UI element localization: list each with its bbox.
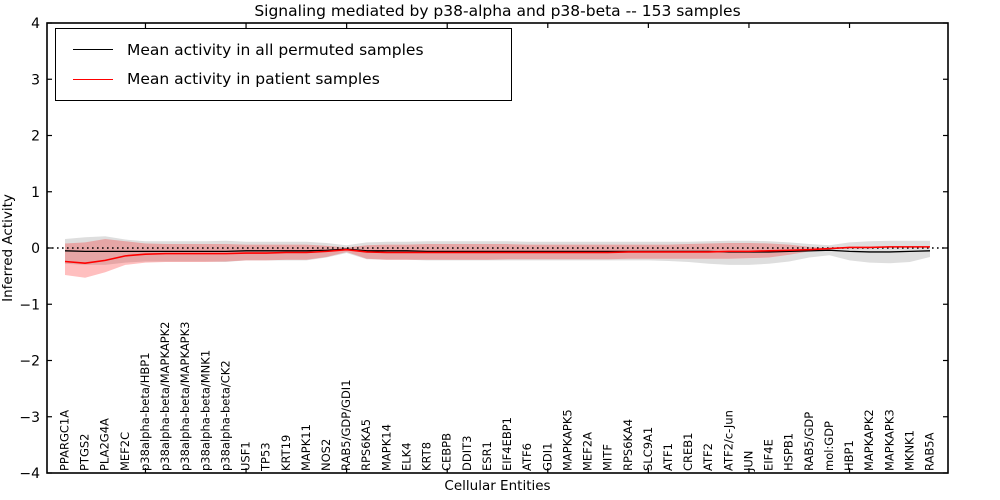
- x-tick-label: RAB5/GDP/GDI1: [339, 379, 353, 471]
- x-tick-label: CEBPB: [440, 433, 454, 471]
- y-tick-label: −3: [19, 410, 40, 426]
- x-tick-label: HBP1: [842, 440, 856, 471]
- x-tick-label: HSPB1: [782, 433, 796, 471]
- patient-line-swatch: [73, 78, 113, 80]
- legend-entry-patient: Mean activity in patient samples: [56, 70, 511, 88]
- x-tick-label: EIF4EBP1: [500, 417, 514, 471]
- legend-label-patient: Mean activity in patient samples: [127, 70, 380, 89]
- x-tick-label: EIF4E: [762, 439, 776, 471]
- permuted-band: [65, 236, 930, 265]
- x-tick-label: ATF6: [520, 443, 534, 471]
- x-tick-label: MAPKAPK5: [560, 409, 574, 471]
- x-tick-label: p38alpha-beta/MAPKAPK3: [178, 322, 192, 472]
- x-tick-label: p38alpha-beta/HBP1: [138, 352, 152, 471]
- x-tick-label: JUN: [741, 451, 755, 472]
- x-tick-label: ATF2/c-Jun: [721, 410, 735, 471]
- x-tick-label: KRT19: [279, 435, 293, 471]
- legend: Mean activity in all permuted samples Me…: [55, 28, 512, 101]
- x-tick-label: MAPKAPK3: [882, 409, 896, 471]
- x-tick-label: MAPKAPK2: [862, 409, 876, 471]
- y-axis-label: Inferred Activity: [0, 194, 16, 302]
- y-tick-label: 2: [31, 129, 40, 145]
- x-tick-label: ESR1: [480, 441, 494, 471]
- legend-label-permuted: Mean activity in all permuted samples: [127, 40, 424, 59]
- x-tick-label: mol:GDP: [822, 421, 836, 471]
- x-tick-label: KRT8: [420, 442, 434, 471]
- x-tick-label: ATF1: [661, 443, 675, 471]
- x-tick-label: TP53: [259, 442, 273, 472]
- permuted-mean-line: [64, 248, 931, 253]
- x-tick-label: MITF: [601, 444, 615, 471]
- y-tick-label: 1: [31, 185, 40, 201]
- x-tick-label: RPS6KA5: [359, 419, 373, 471]
- y-tick-label: −2: [19, 354, 40, 370]
- chart-title: Signaling mediated by p38-alpha and p38-…: [254, 2, 741, 20]
- x-tick-label: p38alpha-beta/MAPKAPK2: [158, 322, 172, 472]
- x-tick-label: MKNK1: [902, 430, 916, 471]
- patient-band: [65, 239, 930, 278]
- x-tick-label: MEF2A: [581, 432, 595, 471]
- y-tick-label: 3: [31, 72, 40, 88]
- x-tick-label: ELK4: [399, 442, 413, 471]
- permuted-line-swatch: [73, 49, 113, 51]
- x-tick-label: MEF2C: [118, 432, 132, 471]
- legend-entry-permuted: Mean activity in all permuted samples: [56, 41, 511, 59]
- x-tick-label: USF1: [239, 441, 253, 471]
- x-tick-label: PPARGC1A: [58, 410, 72, 471]
- x-tick-label: MAPK14: [379, 424, 393, 471]
- x-tick-label: DDIT3: [460, 436, 474, 471]
- x-tick-label: NOS2: [319, 439, 333, 471]
- x-tick-label: CREB1: [681, 433, 695, 472]
- x-tick-label: SLC9A1: [641, 427, 655, 471]
- x-tick-label: p38alpha-beta/MNK1: [198, 350, 212, 471]
- x-tick-label: ATF2: [701, 443, 715, 471]
- x-tick-label: p38alpha-beta/CK2: [218, 360, 232, 471]
- y-tick-label: 4: [31, 16, 40, 32]
- y-tick-label: 0: [31, 241, 40, 257]
- x-tick-label: RAB5/GDP: [802, 412, 816, 471]
- x-tick-label: MAPK11: [299, 424, 313, 471]
- x-tick-label: GDI1: [540, 443, 554, 471]
- y-tick-label: −4: [19, 466, 40, 482]
- x-tick-label: RPS6KA4: [621, 419, 635, 471]
- x-tick-label: PLA2G4A: [98, 418, 112, 471]
- y-tick-label: −1: [19, 297, 40, 313]
- x-axis-label: Cellular Entities: [444, 478, 551, 494]
- x-tick-label: RAB5A: [923, 432, 937, 471]
- x-tick-label: PTGS2: [78, 434, 92, 472]
- patient-mean-line: [64, 246, 930, 264]
